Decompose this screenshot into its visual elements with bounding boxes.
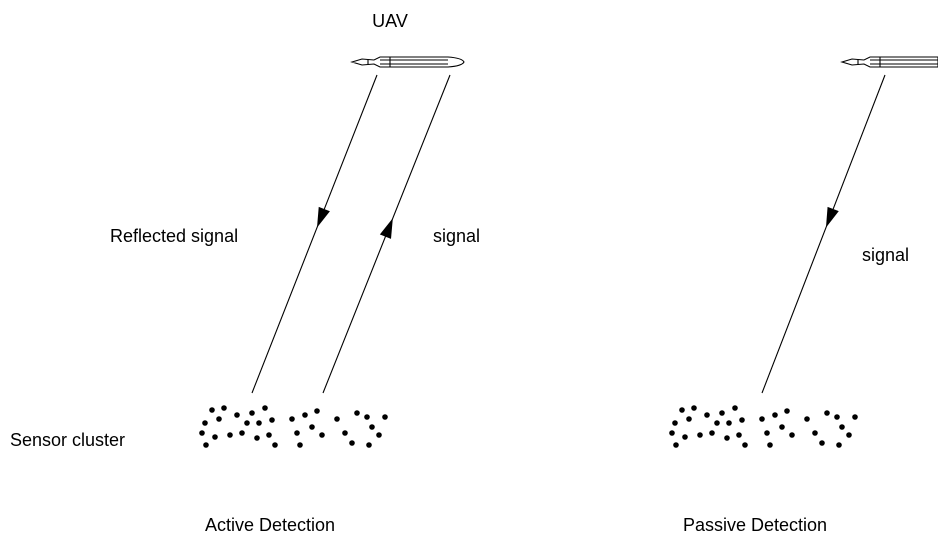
sensor-dot — [212, 434, 218, 440]
sensor-dot — [364, 414, 370, 420]
sensor-dot — [376, 432, 382, 438]
sensor-dot — [297, 442, 303, 448]
sensor-dot — [709, 430, 715, 436]
sensor-dot — [669, 430, 675, 436]
sensor-dot — [764, 430, 770, 436]
sensor-dot — [732, 405, 738, 411]
sensor-dot — [216, 416, 222, 422]
sensor-dot — [759, 416, 765, 422]
sensor-dot — [309, 424, 315, 430]
caption: Active Detection — [205, 515, 335, 535]
uav-label: UAV — [372, 11, 408, 31]
sensor-dot — [234, 412, 240, 418]
caption: Passive Detection — [683, 515, 827, 535]
sensor-dot — [724, 435, 730, 441]
signal-label: signal — [862, 245, 909, 265]
sensor-dot — [244, 420, 250, 426]
arrowhead — [825, 206, 839, 228]
sensor-dot — [382, 414, 388, 420]
sensor-dot — [834, 414, 840, 420]
sensor-dot — [679, 407, 685, 413]
sensor-dot — [262, 405, 268, 411]
sensor-dot — [804, 416, 810, 422]
sensor-dot — [812, 430, 818, 436]
sensor-dot — [272, 442, 278, 448]
uav-icon — [840, 56, 938, 68]
sensor-dot — [266, 432, 272, 438]
sensor-dot — [691, 405, 697, 411]
sensor-dot — [673, 442, 679, 448]
arrowhead — [379, 218, 393, 239]
sensor-dot — [784, 408, 790, 414]
arrowhead — [317, 206, 330, 228]
sensor-dot — [202, 420, 208, 426]
sensor-dot — [354, 410, 360, 416]
sensor-dot — [772, 412, 778, 418]
sensor-dot — [289, 416, 295, 422]
sensor-dot — [366, 442, 372, 448]
sensor-dot — [319, 432, 325, 438]
sensor-dot — [767, 442, 773, 448]
sensor-dot — [852, 414, 858, 420]
cluster-label: Sensor cluster — [10, 430, 125, 450]
sensor-dot — [736, 432, 742, 438]
sensor-dot — [203, 442, 209, 448]
sensor-dot — [839, 424, 845, 430]
sensor-dot — [199, 430, 205, 436]
signal-line — [761, 74, 886, 394]
sensor-dot — [314, 408, 320, 414]
sensor-dot — [836, 442, 842, 448]
sensor-dot — [739, 417, 745, 423]
sensor-dot — [726, 420, 732, 426]
sensor-dot — [682, 434, 688, 440]
uav-icon — [350, 56, 465, 68]
sensor-dot — [239, 430, 245, 436]
sensor-dot — [824, 410, 830, 416]
sensor-dot — [209, 407, 215, 413]
sensor-dot — [269, 417, 275, 423]
sensor-dot — [254, 435, 260, 441]
sensor-dot — [819, 440, 825, 446]
sensor-dot — [334, 416, 340, 422]
sensor-dot — [342, 430, 348, 436]
sensor-dot — [779, 424, 785, 430]
signal-label: signal — [433, 226, 480, 246]
signal-line — [251, 74, 378, 394]
sensor-dot — [349, 440, 355, 446]
sensor-dot — [302, 412, 308, 418]
sensor-dot — [227, 432, 233, 438]
sensor-dot — [714, 420, 720, 426]
sensor-dot — [704, 412, 710, 418]
sensor-dot — [719, 410, 725, 416]
sensor-dot — [249, 410, 255, 416]
sensor-dot — [697, 432, 703, 438]
sensor-dot — [369, 424, 375, 430]
sensor-dot — [742, 442, 748, 448]
sensor-dot — [256, 420, 262, 426]
reflected-signal-label: Reflected signal — [110, 226, 238, 246]
sensor-dot — [294, 430, 300, 436]
sensor-dot — [789, 432, 795, 438]
sensor-dot — [221, 405, 227, 411]
sensor-dot — [686, 416, 692, 422]
sensor-dot — [846, 432, 852, 438]
sensor-dot — [672, 420, 678, 426]
